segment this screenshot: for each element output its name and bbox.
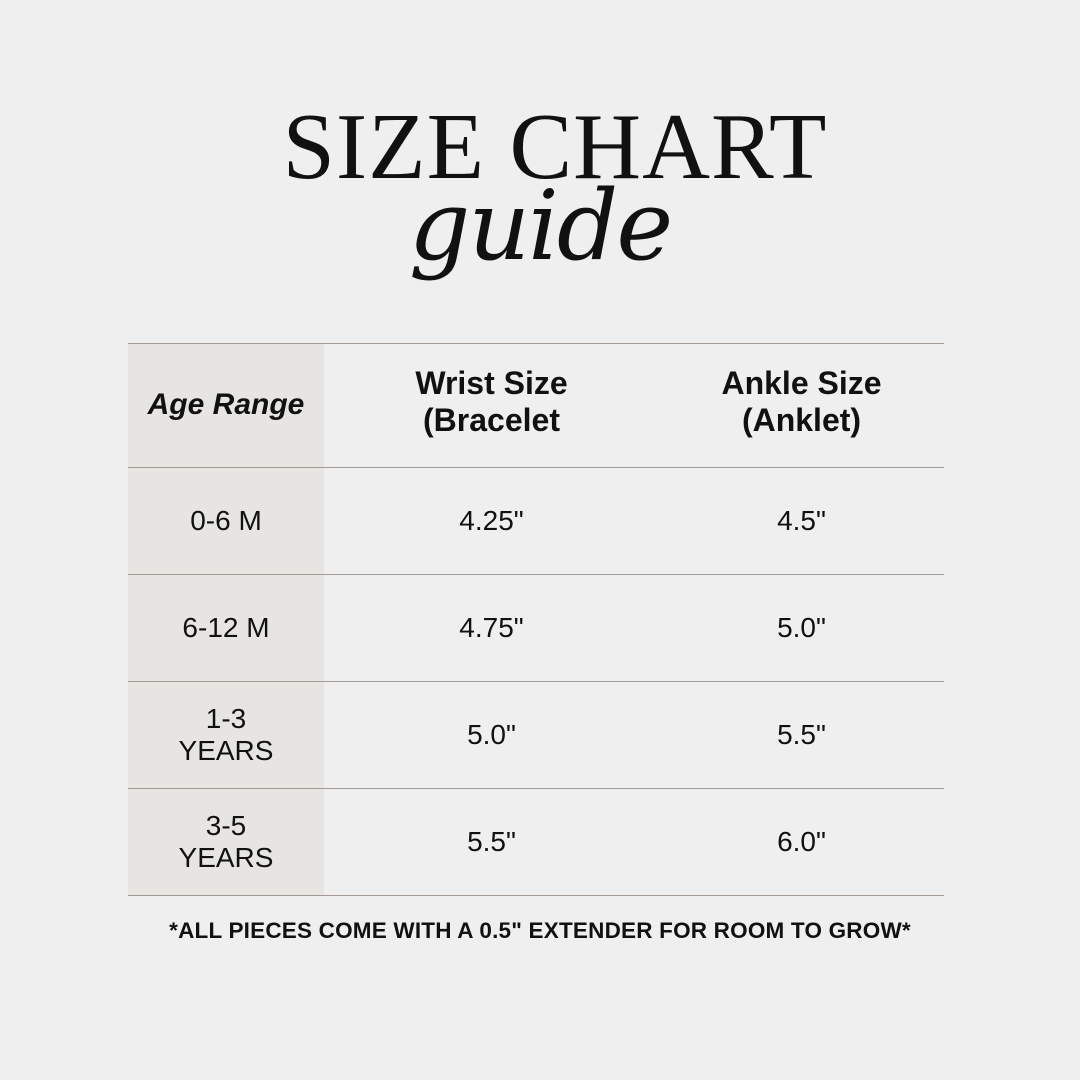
wrist-cell: 5.0" [467, 718, 516, 750]
age-cell: 1-3 YEARS [128, 682, 324, 788]
age-label: 3-5 YEARS [178, 809, 274, 873]
ankle-cell: 5.0" [777, 611, 826, 643]
page-title: SIZE CHART [282, 95, 828, 199]
table-row: 6-12 M 4.75" 5.0" [128, 574, 944, 681]
age-cell: 0-6 M [190, 504, 262, 536]
wrist-cell: 5.5" [467, 825, 516, 857]
header-ankle-label: Ankle Size (Anklet) [721, 364, 882, 438]
table-header-row: Age Range Wrist Size (Bracelet Ankle Siz… [128, 343, 944, 467]
extender-note: *ALL PIECES COME WITH A 0.5" EXTENDER FO… [169, 918, 911, 943]
ankle-cell: 4.5" [777, 504, 826, 536]
header-ankle-size: Ankle Size (Anklet) [659, 344, 944, 467]
ankle-cell: 5.5" [777, 718, 826, 750]
size-table: Age Range Wrist Size (Bracelet Ankle Siz… [128, 343, 944, 896]
age-label: 1-3 YEARS [178, 702, 274, 766]
ankle-cell: 6.0" [777, 825, 826, 857]
age-cell: 6-12 M [182, 611, 270, 643]
table-row: 1-3 YEARS 5.0" 5.5" [128, 681, 944, 788]
table-row: 3-5 YEARS 5.5" 6.0" [128, 788, 944, 896]
header-age-range: Age Range [147, 388, 305, 422]
table-row: 0-6 M 4.25" 4.5" [128, 467, 944, 574]
header-wrist-label: Wrist Size (Bracelet [415, 364, 568, 438]
header-wrist-size: Wrist Size (Bracelet [324, 344, 659, 467]
wrist-cell: 4.75" [459, 611, 524, 643]
wrist-cell: 4.25" [459, 504, 524, 536]
age-column-background [128, 343, 324, 895]
page-subtitle: guide [408, 170, 673, 282]
age-cell: 3-5 YEARS [128, 789, 324, 895]
